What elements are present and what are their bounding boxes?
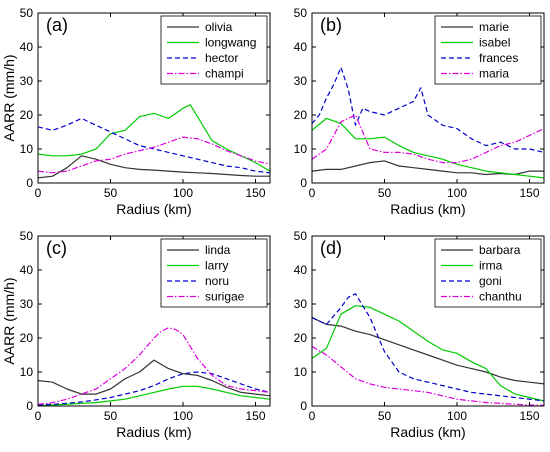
- y-tick-label: 30: [20, 74, 34, 88]
- series-line-barbara: [312, 317, 544, 385]
- legend-label-olivia: olivia: [205, 20, 233, 34]
- series-line-larry: [38, 385, 270, 406]
- x-tick-label: 50: [378, 186, 392, 200]
- y-tick-label: 20: [294, 331, 308, 345]
- legend-label-marie: marie: [479, 20, 509, 34]
- series-line-hector: [38, 117, 270, 174]
- series-line-longwang: [38, 104, 270, 172]
- y-tick-label: 0: [26, 399, 33, 413]
- x-tick-label: 0: [309, 409, 316, 423]
- x-axis-label: Radius (km): [390, 424, 465, 440]
- legend-label-hector: hector: [205, 51, 238, 65]
- y-tick-label: 40: [20, 40, 34, 54]
- y-tick-label: 30: [20, 297, 34, 311]
- y-tick-label: 40: [20, 263, 34, 277]
- series-line-champi: [38, 136, 270, 174]
- y-tick-label: 50: [294, 229, 308, 243]
- y-tick-label: 10: [20, 365, 34, 379]
- series-line-frances: [312, 66, 544, 153]
- series-line-maria: [312, 114, 544, 164]
- y-tick-label: 50: [294, 6, 308, 20]
- series-line-irma: [312, 305, 544, 402]
- legend-label-isabel: isabel: [479, 36, 510, 50]
- y-tick-label: 0: [300, 399, 307, 413]
- series-line-goni: [312, 293, 544, 402]
- series-line-olivia: [38, 155, 270, 179]
- axes-box: [311, 235, 545, 407]
- series-line-isabel: [312, 117, 544, 179]
- x-tick-label: 0: [35, 186, 42, 200]
- x-tick-label: 150: [245, 186, 265, 200]
- x-axis-label: Radius (km): [116, 424, 191, 440]
- x-tick-label: 100: [173, 186, 193, 200]
- y-tick-label: 0: [26, 176, 33, 190]
- legend-label-barbara: barbara: [479, 243, 521, 257]
- series-line-linda: [38, 359, 270, 397]
- legend-label-noru: noru: [205, 274, 229, 288]
- legend-label-longwang: longwang: [205, 36, 256, 50]
- y-tick-label: 50: [20, 229, 34, 243]
- x-tick-label: 150: [245, 409, 265, 423]
- x-tick-label: 50: [104, 186, 118, 200]
- x-tick-label: 0: [35, 409, 42, 423]
- panel-label: (b): [320, 15, 342, 35]
- legend-label-irma: irma: [479, 259, 503, 273]
- y-tick-label: 20: [20, 108, 34, 122]
- y-tick-label: 20: [294, 108, 308, 122]
- y-axis-label: AARR (mm/h): [1, 54, 17, 141]
- x-tick-label: 150: [519, 409, 539, 423]
- y-tick-label: 10: [294, 365, 308, 379]
- x-tick-label: 100: [447, 409, 467, 423]
- x-tick-label: 100: [447, 186, 467, 200]
- panel-label: (c): [46, 238, 67, 258]
- panel-label: (d): [320, 238, 342, 258]
- y-tick-label: 0: [300, 176, 307, 190]
- legend-label-larry: larry: [205, 259, 228, 273]
- y-tick-label: 20: [20, 331, 34, 345]
- y-axis-label: AARR (mm/h): [1, 277, 17, 364]
- legend-label-champi: champi: [205, 67, 244, 81]
- y-tick-label: 30: [294, 297, 308, 311]
- legend-label-surigae: surigae: [205, 290, 245, 304]
- legend-label-frances: frances: [479, 51, 518, 65]
- y-tick-label: 10: [20, 142, 34, 156]
- x-tick-label: 150: [519, 186, 539, 200]
- series-group: [312, 293, 544, 406]
- series-group: [38, 327, 270, 406]
- series-group: [38, 104, 270, 179]
- x-tick-label: 50: [378, 409, 392, 423]
- y-tick-label: 50: [20, 6, 34, 20]
- x-axis-label: Radius (km): [116, 201, 191, 217]
- legend-label-maria: maria: [479, 67, 509, 81]
- axes-box: [37, 12, 271, 184]
- series-group: [312, 66, 544, 179]
- x-tick-label: 0: [309, 186, 316, 200]
- y-tick-label: 10: [294, 142, 308, 156]
- y-tick-label: 40: [294, 40, 308, 54]
- axes-box: [311, 12, 545, 184]
- y-tick-label: 40: [294, 263, 308, 277]
- series-line-chanthu: [312, 345, 544, 406]
- x-axis-label: Radius (km): [390, 201, 465, 217]
- axes-box: [37, 235, 271, 407]
- x-tick-label: 50: [104, 409, 118, 423]
- legend-label-chanthu: chanthu: [479, 290, 522, 304]
- y-tick-label: 30: [294, 74, 308, 88]
- legend-label-linda: linda: [205, 243, 231, 257]
- legend-label-goni: goni: [479, 274, 502, 288]
- x-tick-label: 100: [173, 409, 193, 423]
- panel-label: (a): [46, 15, 68, 35]
